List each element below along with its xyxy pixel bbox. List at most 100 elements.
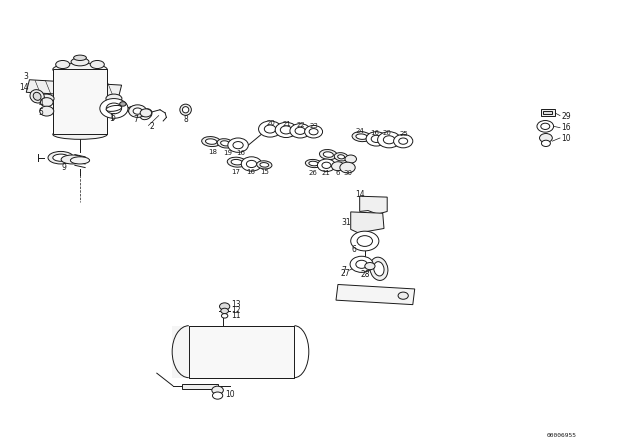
Text: 11: 11 [232, 311, 241, 320]
Text: 16: 16 [246, 169, 255, 175]
Circle shape [340, 162, 355, 173]
Circle shape [241, 157, 262, 171]
Text: 7: 7 [133, 115, 138, 124]
Circle shape [280, 126, 292, 134]
Circle shape [345, 155, 356, 163]
Ellipse shape [338, 155, 344, 159]
Circle shape [246, 160, 257, 168]
Polygon shape [360, 196, 387, 214]
Ellipse shape [257, 161, 272, 169]
Ellipse shape [180, 104, 191, 116]
Bar [189, 326, 294, 378]
Ellipse shape [38, 94, 54, 103]
Circle shape [357, 236, 372, 246]
Ellipse shape [305, 159, 322, 168]
Ellipse shape [323, 152, 333, 157]
Ellipse shape [319, 150, 337, 159]
Ellipse shape [90, 60, 104, 69]
Text: 26: 26 [308, 170, 317, 176]
Ellipse shape [106, 94, 122, 103]
Circle shape [378, 132, 401, 148]
Text: 28: 28 [360, 270, 370, 279]
Text: 7: 7 [341, 266, 346, 275]
Ellipse shape [71, 58, 89, 66]
Circle shape [133, 108, 142, 114]
Text: 29: 29 [561, 112, 571, 121]
Ellipse shape [182, 107, 189, 113]
Circle shape [541, 140, 550, 146]
Circle shape [537, 121, 554, 132]
Circle shape [275, 122, 297, 138]
Ellipse shape [32, 95, 45, 102]
Bar [543, 111, 552, 114]
Text: 10: 10 [561, 134, 571, 143]
Polygon shape [172, 326, 189, 378]
Circle shape [399, 138, 408, 144]
Ellipse shape [374, 262, 384, 276]
Circle shape [100, 99, 128, 118]
Text: 6: 6 [110, 113, 115, 122]
Circle shape [366, 132, 387, 146]
Bar [541, 109, 555, 116]
Polygon shape [351, 212, 384, 233]
Text: 8: 8 [184, 115, 189, 124]
Text: 12: 12 [232, 306, 241, 315]
Circle shape [541, 123, 550, 129]
Text: 17: 17 [232, 168, 241, 175]
Circle shape [140, 109, 152, 117]
Text: 3: 3 [24, 72, 29, 81]
Circle shape [398, 292, 408, 299]
Text: 14: 14 [355, 190, 365, 199]
Polygon shape [26, 80, 122, 98]
Circle shape [228, 138, 248, 152]
Text: 9: 9 [61, 163, 67, 172]
Circle shape [295, 127, 305, 134]
Ellipse shape [202, 137, 221, 146]
Ellipse shape [52, 129, 108, 139]
Text: 14: 14 [19, 83, 29, 92]
Circle shape [120, 102, 126, 106]
Circle shape [394, 134, 413, 148]
Ellipse shape [106, 105, 122, 112]
Text: 23: 23 [310, 123, 319, 129]
Ellipse shape [70, 157, 90, 164]
Circle shape [350, 256, 373, 272]
Text: 13: 13 [232, 300, 241, 309]
Ellipse shape [61, 155, 84, 164]
Text: 2: 2 [150, 122, 154, 131]
Circle shape [351, 231, 379, 251]
Ellipse shape [74, 55, 86, 60]
Circle shape [365, 263, 375, 270]
Circle shape [220, 303, 230, 310]
Ellipse shape [52, 63, 108, 76]
Text: 20: 20 [382, 130, 391, 136]
Ellipse shape [334, 153, 348, 161]
Bar [53, 69, 107, 134]
Ellipse shape [260, 163, 269, 167]
Ellipse shape [205, 139, 217, 144]
Circle shape [383, 136, 395, 144]
Circle shape [40, 106, 54, 116]
Ellipse shape [221, 141, 230, 146]
Text: 6: 6 [351, 245, 356, 254]
Text: 21: 21 [322, 170, 331, 176]
Ellipse shape [309, 161, 318, 166]
Ellipse shape [227, 157, 246, 167]
Text: 16: 16 [371, 130, 380, 136]
Circle shape [106, 103, 122, 114]
Circle shape [322, 162, 331, 168]
Circle shape [309, 129, 318, 135]
Circle shape [40, 98, 53, 107]
Ellipse shape [217, 139, 234, 148]
Circle shape [264, 125, 276, 133]
Text: 16: 16 [236, 150, 245, 156]
Circle shape [259, 121, 282, 137]
Text: 6: 6 [335, 170, 340, 176]
Text: 31: 31 [341, 218, 351, 227]
Ellipse shape [33, 92, 41, 100]
Ellipse shape [48, 151, 74, 164]
Circle shape [233, 142, 243, 149]
Circle shape [371, 135, 381, 142]
Ellipse shape [370, 257, 388, 280]
Ellipse shape [52, 154, 69, 161]
